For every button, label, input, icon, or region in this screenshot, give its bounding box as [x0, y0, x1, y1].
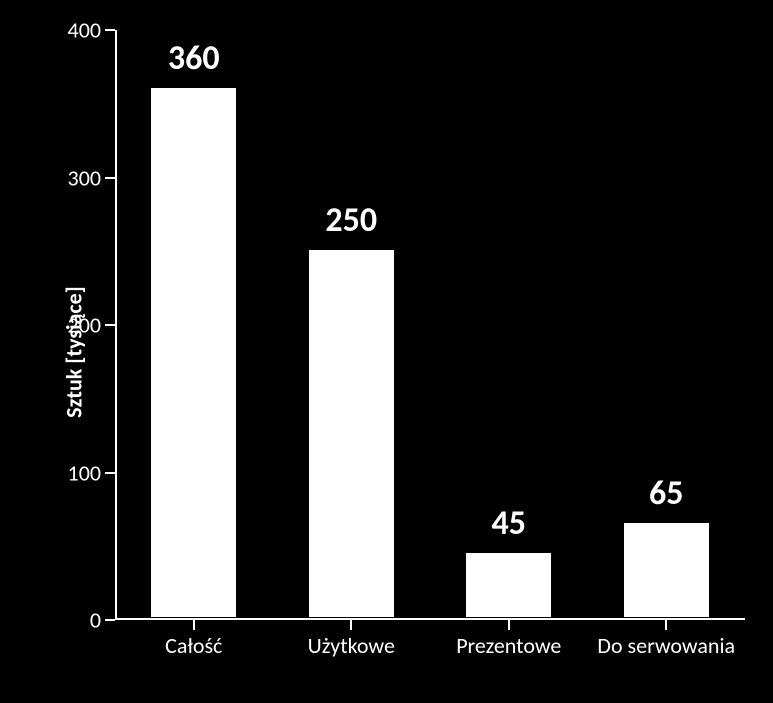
y-tick-label: 400: [68, 17, 101, 44]
y-tick: [105, 177, 115, 179]
value-label: 65: [649, 473, 683, 514]
y-axis-line: [115, 30, 117, 620]
y-tick: [105, 472, 115, 474]
value-label: 250: [325, 200, 377, 241]
plot-area: 0100200300400360Całość250Użytkowe45Preze…: [115, 30, 745, 620]
y-axis-title: Sztuk [tysiące]: [60, 286, 87, 418]
x-tick-label: Całość: [165, 632, 222, 659]
bar: [308, 249, 395, 618]
bar: [623, 522, 710, 618]
y-tick-label: 300: [68, 164, 101, 191]
x-tick-label: Prezentowe: [456, 632, 561, 659]
x-tick: [665, 620, 667, 630]
y-tick-label: 200: [68, 312, 101, 339]
y-tick-label: 0: [90, 607, 101, 634]
x-axis-line: [115, 618, 745, 620]
value-label: 45: [492, 503, 526, 544]
y-tick: [105, 29, 115, 31]
x-tick-label: Do serwowania: [597, 632, 735, 659]
x-tick: [193, 620, 195, 630]
x-tick: [350, 620, 352, 630]
value-label: 360: [168, 38, 220, 79]
bar: [465, 552, 552, 618]
y-tick: [105, 324, 115, 326]
y-tick: [105, 619, 115, 621]
x-tick-label: Użytkowe: [308, 632, 395, 659]
bar-chart: Sztuk [tysiące] 0100200300400360Całość25…: [0, 0, 773, 703]
bar: [150, 87, 237, 618]
x-tick: [508, 620, 510, 630]
y-tick-label: 100: [68, 459, 101, 486]
